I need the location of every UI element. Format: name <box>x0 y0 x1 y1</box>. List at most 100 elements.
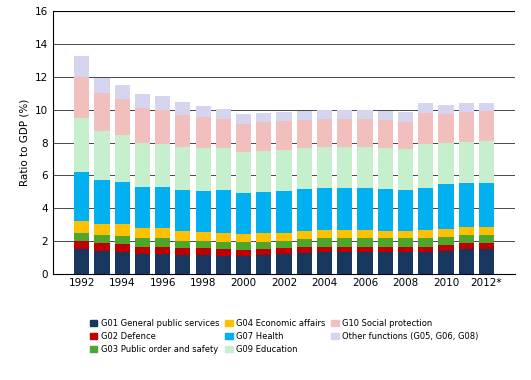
Bar <box>115 244 130 252</box>
Bar <box>95 131 109 180</box>
Bar <box>115 252 130 274</box>
Bar <box>378 111 393 120</box>
Bar <box>115 135 130 182</box>
Bar <box>398 247 413 252</box>
Bar <box>155 228 170 238</box>
Bar <box>155 238 170 247</box>
Legend: G01 General public services, G02 Defence, G03 Public order and safety, G04 Econo: G01 General public services, G02 Defence… <box>88 317 480 356</box>
Bar <box>155 254 170 274</box>
Bar <box>115 225 130 236</box>
Bar <box>357 247 373 252</box>
Bar <box>135 228 150 238</box>
Bar <box>337 238 353 247</box>
Bar <box>459 235 474 243</box>
Bar <box>74 77 89 118</box>
Bar <box>236 124 251 152</box>
Bar <box>216 242 231 249</box>
Bar <box>479 235 494 243</box>
Bar <box>418 230 433 238</box>
Bar <box>277 121 292 150</box>
Bar <box>256 249 271 255</box>
Bar <box>418 113 433 144</box>
Bar <box>277 248 292 254</box>
Bar <box>357 147 373 188</box>
Bar <box>277 150 292 191</box>
Bar <box>418 247 433 252</box>
Bar <box>115 85 130 99</box>
Bar <box>378 238 393 247</box>
Bar <box>277 191 292 233</box>
Bar <box>418 144 433 188</box>
Bar <box>439 237 453 245</box>
Bar <box>337 188 353 230</box>
Bar <box>277 112 292 121</box>
Bar <box>74 241 89 249</box>
Bar <box>216 256 231 274</box>
Bar <box>216 249 231 256</box>
Bar <box>216 119 231 148</box>
Bar <box>95 235 109 243</box>
Bar <box>135 187 150 228</box>
Bar <box>74 233 89 241</box>
Bar <box>95 225 109 235</box>
Bar <box>378 189 393 231</box>
Bar <box>216 148 231 190</box>
Bar <box>155 187 170 228</box>
Bar <box>378 148 393 189</box>
Bar <box>74 55 89 77</box>
Bar <box>378 120 393 148</box>
Bar <box>337 110 353 119</box>
Bar <box>439 251 453 274</box>
Bar <box>357 119 373 147</box>
Bar <box>95 78 109 92</box>
Bar <box>256 122 271 151</box>
Bar <box>439 184 453 228</box>
Bar <box>95 92 109 131</box>
Bar <box>418 188 433 230</box>
Bar <box>135 94 150 108</box>
Bar <box>357 238 373 247</box>
Bar <box>195 148 211 191</box>
Bar <box>398 190 413 231</box>
Bar <box>337 230 353 238</box>
Bar <box>317 247 332 252</box>
Bar <box>115 236 130 244</box>
Bar <box>95 243 109 252</box>
Bar <box>357 230 373 238</box>
Bar <box>236 114 251 124</box>
Bar <box>277 254 292 274</box>
Bar <box>175 248 191 255</box>
Bar <box>418 252 433 274</box>
Bar <box>74 221 89 233</box>
Bar <box>439 114 453 143</box>
Bar <box>479 111 494 141</box>
Bar <box>155 96 170 110</box>
Bar <box>236 152 251 193</box>
Bar <box>195 191 211 232</box>
Bar <box>236 234 251 242</box>
Bar <box>256 113 271 122</box>
Bar <box>74 118 89 172</box>
Bar <box>317 238 332 247</box>
Bar <box>256 151 271 192</box>
Bar <box>195 232 211 241</box>
Bar <box>459 142 474 183</box>
Bar <box>175 231 191 241</box>
Bar <box>439 228 453 237</box>
Bar <box>236 256 251 274</box>
Bar <box>317 230 332 238</box>
Bar <box>135 247 150 254</box>
Bar <box>317 188 332 230</box>
Bar <box>195 106 211 117</box>
Bar <box>216 190 231 233</box>
Bar <box>479 183 494 227</box>
Bar <box>378 247 393 252</box>
Bar <box>439 105 453 114</box>
Bar <box>459 183 474 227</box>
Bar <box>357 252 373 274</box>
Bar <box>95 180 109 225</box>
Bar <box>439 245 453 251</box>
Bar <box>195 255 211 274</box>
Bar <box>135 108 150 142</box>
Bar <box>459 249 474 274</box>
